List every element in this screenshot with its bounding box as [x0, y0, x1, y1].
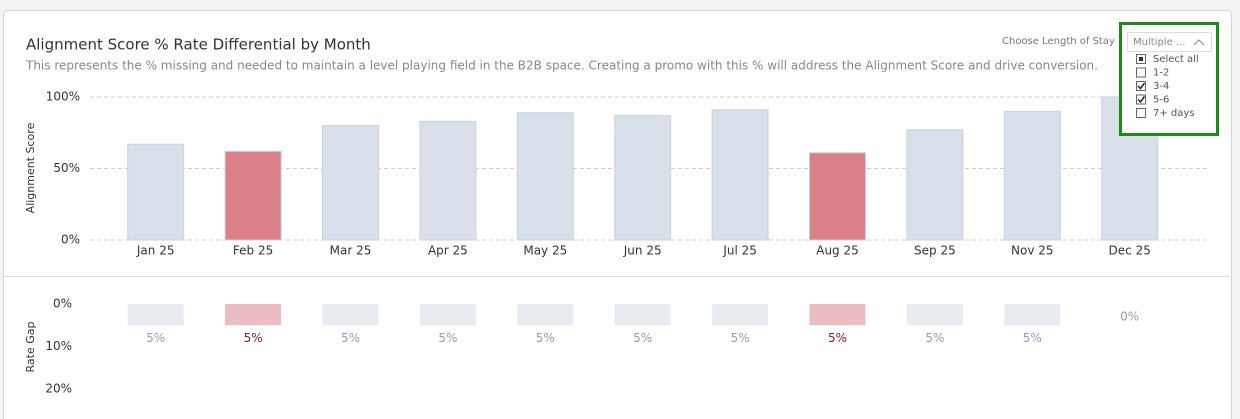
- y-axis-label: Alignment Score: [24, 122, 37, 213]
- data-label: 5%: [341, 331, 360, 345]
- bar: [809, 304, 866, 326]
- bar: [906, 304, 963, 326]
- checkbox[interactable]: [1136, 81, 1146, 91]
- y-axis-label: Rate Gap: [24, 322, 37, 373]
- option-label[interactable]: 1-2: [1153, 68, 1169, 79]
- data-label: 5%: [244, 331, 263, 345]
- dropdown-button-text: Multiple ...: [1133, 37, 1185, 48]
- x-tick-label: Jan 25: [136, 244, 175, 258]
- data-label: 5%: [633, 331, 652, 345]
- data-label: 5%: [146, 331, 165, 345]
- checkbox-partial: [1139, 57, 1143, 61]
- checkbox-check: [1137, 96, 1146, 104]
- x-tick-label: Dec 25: [1109, 244, 1151, 258]
- chart-title: Alignment Score % Rate Differential by M…: [26, 36, 371, 54]
- option-label[interactable]: 3-4: [1153, 81, 1169, 92]
- data-label: 5%: [1023, 331, 1042, 345]
- x-tick-label: Nov 25: [1011, 244, 1054, 258]
- y-tick-label: 20%: [45, 382, 72, 396]
- bar: [127, 304, 184, 326]
- filter-dropdown[interactable]: Multiple ... Select all 1-2 3-4 5-6 7+ days: [1119, 22, 1219, 136]
- bar: [127, 143, 185, 241]
- bar: [225, 304, 282, 326]
- y-tick-label: 10%: [45, 339, 72, 353]
- data-label: 5%: [438, 331, 457, 345]
- checkbox[interactable]: [1136, 67, 1146, 78]
- dropdown-button[interactable]: [1127, 32, 1212, 52]
- x-tick-label: Jul 25: [722, 244, 757, 258]
- chart-subtitle: This represents the % missing and needed…: [25, 59, 1098, 73]
- x-tick-label: Aug 25: [816, 244, 859, 258]
- bar: [712, 304, 769, 326]
- data-label: 5%: [536, 331, 555, 345]
- bar: [614, 115, 672, 241]
- x-tick-label: Apr 25: [428, 244, 468, 258]
- y-tick-label: 0%: [53, 297, 72, 311]
- x-tick-label: Feb 25: [233, 244, 273, 258]
- checkbox[interactable]: [1136, 108, 1146, 118]
- bar: [1003, 110, 1061, 241]
- bar: [322, 304, 379, 326]
- bar: [224, 150, 282, 241]
- y-tick-label: 100%: [46, 90, 80, 104]
- x-tick-label: Jun 25: [623, 244, 662, 258]
- data-label: 5%: [731, 331, 750, 345]
- bar: [1004, 304, 1061, 326]
- data-label: 5%: [925, 331, 944, 345]
- y-tick-label: 0%: [61, 233, 80, 247]
- x-tick-label: May 25: [523, 244, 567, 258]
- data-label: 0%: [1120, 310, 1139, 324]
- y-tick-label: 50%: [53, 161, 80, 175]
- data-label: 5%: [828, 331, 847, 345]
- bar: [711, 109, 769, 241]
- checkbox[interactable]: [1136, 94, 1146, 105]
- checkbox-check: [1137, 82, 1146, 90]
- option-label[interactable]: 7+ days: [1153, 108, 1195, 119]
- bar: [419, 120, 477, 241]
- option-label[interactable]: 5-6: [1153, 95, 1169, 106]
- chevron: [1193, 39, 1205, 46]
- bar: [516, 112, 574, 241]
- option-label[interactable]: Select all: [1153, 54, 1199, 65]
- bar: [322, 125, 379, 241]
- bar: [614, 304, 671, 326]
- bar: [517, 304, 574, 326]
- bar: [419, 304, 476, 326]
- bar: [906, 129, 964, 241]
- x-tick-label: Mar 25: [330, 244, 372, 258]
- x-tick-label: Sep 25: [914, 244, 956, 258]
- filter-label: Choose Length of Stay: [1002, 36, 1115, 47]
- bar: [809, 152, 866, 241]
